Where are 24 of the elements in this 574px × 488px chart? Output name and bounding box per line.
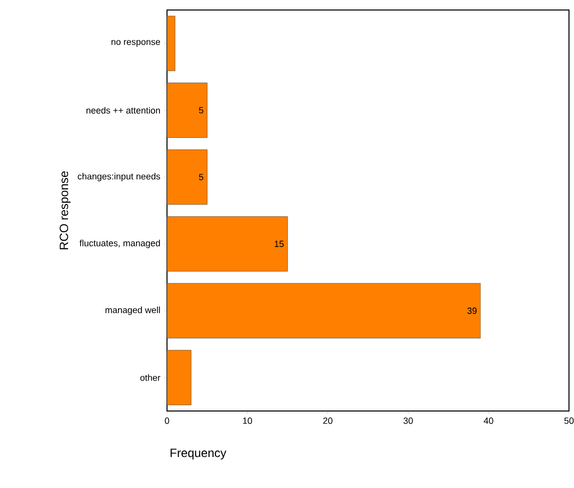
x-axis-title: Frequency — [170, 448, 226, 460]
bar — [167, 82, 208, 138]
x-tick-label: 50 — [564, 418, 574, 424]
x-tick-label: 0 — [164, 418, 170, 424]
bar — [167, 216, 288, 272]
bar — [167, 350, 192, 406]
y-tick-label: no response — [112, 40, 160, 47]
data-label: 5 — [199, 174, 204, 180]
y-tick-label: managed well — [106, 306, 160, 315]
y-axis-title: RCO response — [60, 171, 71, 250]
x-tick-label: 10 — [243, 418, 252, 424]
y-tick-label: other — [140, 374, 160, 381]
y-tick-label: fluctuates, managed — [80, 240, 160, 248]
data-label: 5 — [199, 107, 204, 114]
x-tick-label: 40 — [484, 418, 494, 424]
x-tick-label: 20 — [323, 418, 332, 424]
bar — [167, 283, 481, 338]
bar — [167, 149, 208, 205]
y-tick-label: needs ++ attention — [86, 106, 160, 114]
bar — [167, 16, 176, 72]
data-label: 15 — [274, 240, 284, 248]
x-tick-label: 30 — [404, 418, 413, 424]
data-label: 39 — [467, 308, 477, 314]
y-tick-label: changes:input needs — [78, 172, 160, 182]
